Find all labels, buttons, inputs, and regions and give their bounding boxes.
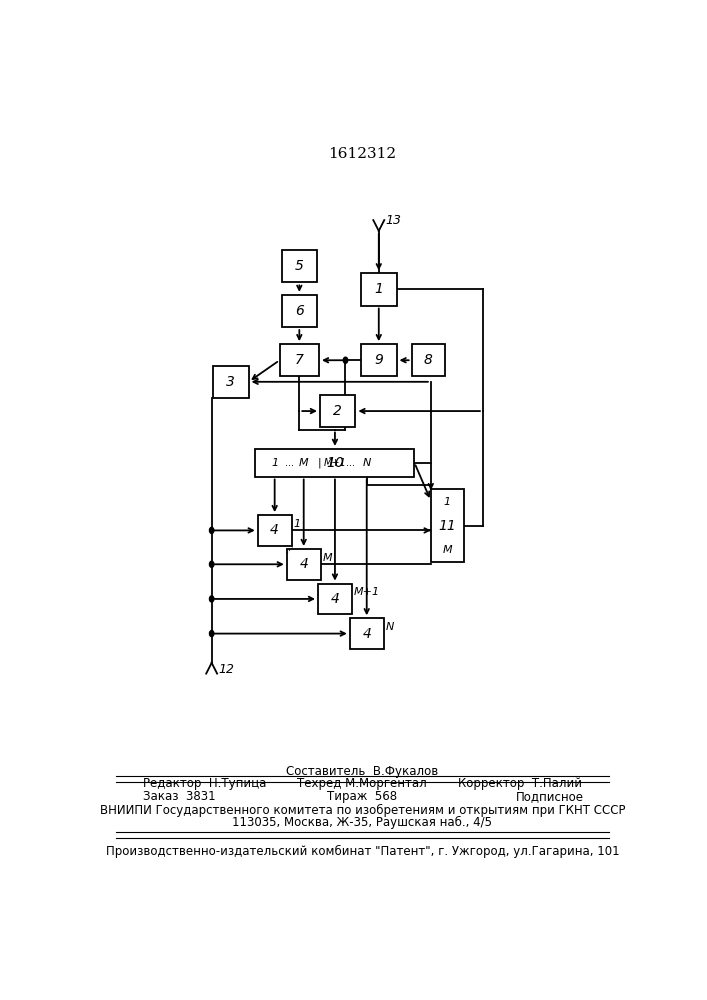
Text: Производственно-издательский комбинат "Патент", г. Ужгород, ул.Гагарина, 101: Производственно-издательский комбинат "П… — [105, 845, 619, 858]
Text: 1: 1 — [293, 519, 300, 529]
Bar — [431, 489, 464, 562]
Text: 4: 4 — [270, 523, 279, 537]
Bar — [350, 618, 384, 649]
Bar — [411, 344, 445, 376]
Text: M: M — [322, 553, 332, 563]
Text: 2: 2 — [333, 404, 342, 418]
Text: Тираж  568: Тираж 568 — [327, 790, 397, 803]
Text: M+1: M+1 — [324, 458, 346, 468]
Text: 9: 9 — [374, 353, 383, 367]
Text: Составитель  В.Фукалов: Составитель В.Фукалов — [286, 765, 438, 778]
Text: 4: 4 — [362, 627, 371, 641]
Text: 5: 5 — [295, 259, 304, 273]
Text: M+1: M+1 — [354, 587, 380, 597]
Bar — [257, 515, 292, 546]
Text: 8: 8 — [423, 353, 433, 367]
Text: 11: 11 — [438, 519, 456, 533]
Text: Редактор  Н.Тупица: Редактор Н.Тупица — [144, 777, 267, 790]
Circle shape — [209, 631, 214, 637]
Text: 113035, Москва, Ж-35, Раушская наб., 4/5: 113035, Москва, Ж-35, Раушская наб., 4/5 — [233, 816, 492, 829]
Bar — [279, 344, 319, 376]
Bar — [361, 344, 397, 376]
Bar — [281, 250, 317, 282]
Text: 12: 12 — [218, 663, 235, 676]
Text: 3: 3 — [226, 375, 235, 389]
Text: N: N — [363, 458, 371, 468]
Circle shape — [344, 357, 348, 363]
Text: 1612312: 1612312 — [328, 147, 397, 161]
Bar — [287, 549, 321, 580]
Bar — [318, 584, 352, 614]
Text: Заказ  3831: Заказ 3831 — [144, 790, 216, 803]
Text: 7: 7 — [295, 353, 304, 367]
Text: ...: ... — [281, 540, 296, 555]
Text: Корректор  Т.Палий: Корректор Т.Палий — [457, 777, 582, 790]
Text: 1: 1 — [374, 282, 383, 296]
Text: Подписное: Подписное — [516, 790, 584, 803]
Bar — [281, 295, 317, 327]
Text: |: | — [317, 457, 321, 468]
Text: 1: 1 — [271, 458, 279, 468]
Bar — [213, 366, 249, 398]
Circle shape — [209, 596, 214, 602]
Text: M: M — [299, 458, 308, 468]
Text: 4: 4 — [330, 592, 339, 606]
Bar — [320, 395, 356, 427]
Bar — [361, 273, 397, 306]
Text: 1: 1 — [444, 497, 451, 507]
Bar — [255, 449, 414, 477]
Text: 10: 10 — [326, 456, 344, 470]
Text: 13: 13 — [385, 214, 402, 227]
Circle shape — [209, 561, 214, 567]
Text: ...: ... — [346, 458, 356, 468]
Text: Техред М.Моргентал: Техред М.Моргентал — [298, 777, 427, 790]
Text: M: M — [443, 545, 452, 555]
Text: ВНИИПИ Государственного комитета по изобретениям и открытиям при ГКНТ СССР: ВНИИПИ Государственного комитета по изоб… — [100, 804, 625, 817]
Text: 6: 6 — [295, 304, 304, 318]
Text: 4: 4 — [299, 557, 308, 571]
Circle shape — [209, 527, 214, 533]
Text: ...: ... — [285, 458, 293, 468]
Text: N: N — [385, 622, 394, 632]
